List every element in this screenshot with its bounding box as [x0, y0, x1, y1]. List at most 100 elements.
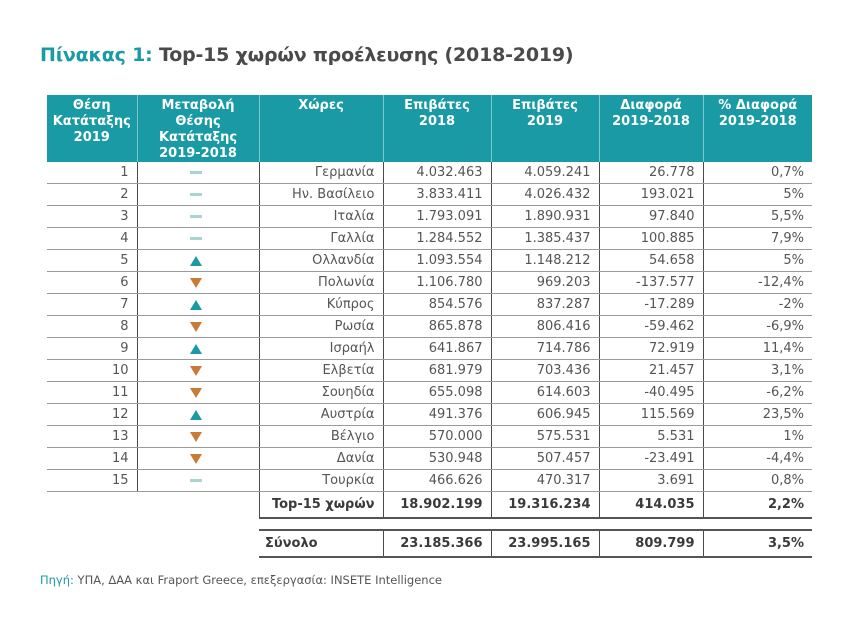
difference-cell: 54.658 — [598, 249, 703, 272]
rank-change-cell — [136, 205, 259, 228]
country-cell: Αυστρία — [258, 403, 383, 426]
difference-cell: 21.457 — [598, 359, 703, 382]
top15-passengers-2018: 18.902.199 — [382, 491, 491, 519]
difference-cell: -23.491 — [598, 447, 703, 470]
pct-difference-cell: 23,5% — [702, 403, 812, 426]
header-row: Θέση Κατάταξης 2019 Μεταβολή Θέσης Κατάταξης… — [47, 95, 812, 162]
spacer-row — [47, 518, 812, 531]
passengers-2018-cell: 1.284.552 — [382, 227, 491, 250]
passengers-2018-cell: 1.106.780 — [382, 271, 491, 294]
table-row: 13 Βέλγιο 570.000 575.531 5.531 1% — [47, 425, 812, 448]
passengers-2019-cell: 714.786 — [490, 337, 599, 360]
dash-icon — [190, 479, 202, 482]
triangle-up-icon — [190, 343, 202, 354]
total-difference: 809.799 — [598, 530, 703, 558]
difference-cell: -40.495 — [598, 381, 703, 404]
rank-change-cell — [136, 359, 259, 382]
header-line: Θέσης Κατάταξης — [158, 114, 238, 145]
spacer-cell — [47, 518, 137, 530]
rank-change-cell — [136, 183, 259, 206]
difference-cell: 97.840 — [598, 205, 703, 228]
triangle-up-icon — [190, 255, 202, 266]
table-row: 8 Ρωσία 865.878 806.416 -59.462 -6,9% — [47, 315, 812, 338]
pct-difference-cell: 3,1% — [702, 359, 812, 382]
table-row: 3 Ιταλία 1.793.091 1.890.931 97.840 5,5% — [47, 205, 812, 228]
table-row: 4 Γαλλία 1.284.552 1.385.437 100.885 7,9% — [47, 227, 812, 250]
triangle-down-icon — [190, 321, 202, 332]
rank-cell: 10 — [47, 359, 137, 382]
table-row: 14 Δανία 530.948 507.457 -23.491 -4,4% — [47, 447, 812, 470]
country-cell: Πολωνία — [258, 271, 383, 294]
passengers-2018-cell: 530.948 — [382, 447, 491, 470]
source-text: ΥΠΑ, ΔΑΑ και Fraport Greece, επεξεργασία… — [73, 573, 442, 587]
passengers-2019-cell: 575.531 — [490, 425, 599, 448]
rank-cell: 8 — [47, 315, 137, 338]
pct-difference-cell: -12,4% — [702, 271, 812, 294]
header-line: 2019-2018 — [612, 114, 690, 129]
rank-cell: 6 — [47, 271, 137, 294]
passengers-2018-cell: 655.098 — [382, 381, 491, 404]
rank-cell: 15 — [47, 469, 137, 492]
passengers-2019-cell: 614.603 — [490, 381, 599, 404]
top15-pct-difference: 2,2% — [702, 491, 812, 519]
difference-cell: 26.778 — [598, 162, 703, 184]
top15-label: Top-15 χωρών — [258, 491, 383, 519]
header-line: Μεταβολή — [161, 98, 235, 113]
table-row: 11 Σουηδία 655.098 614.603 -40.495 -6,2% — [47, 381, 812, 404]
country-cell: Ην. Βασίλειο — [258, 183, 383, 206]
triangle-down-icon — [190, 431, 202, 442]
source-note: Πηγή: ΥΠΑ, ΔΑΑ και Fraport Greece, επεξε… — [40, 573, 442, 587]
table-row: 15 Τουρκία 466.626 470.317 3.691 0,8% — [47, 469, 812, 492]
rank-cell: 9 — [47, 337, 137, 360]
table-number: Πίνακας 1: — [40, 44, 153, 66]
spacer-cell — [491, 518, 599, 531]
total-row: Σύνολο 23.185.366 23.995.165 809.799 3,5% — [47, 530, 812, 558]
passengers-2019-cell: 470.317 — [490, 469, 599, 492]
table-row: 2 Ην. Βασίλειο 3.833.411 4.026.432 193.021 5% — [47, 183, 812, 206]
triangle-down-icon — [190, 387, 202, 398]
pct-difference-cell: 0,7% — [702, 162, 812, 184]
passengers-2019-cell: 969.203 — [490, 271, 599, 294]
difference-cell: 193.021 — [598, 183, 703, 206]
pct-difference-cell: 7,9% — [702, 227, 812, 250]
triangle-up-icon — [190, 299, 202, 310]
rank-cell: 2 — [47, 183, 137, 206]
passengers-2019-cell: 606.945 — [490, 403, 599, 426]
passengers-2019-cell: 1.890.931 — [490, 205, 599, 228]
blank-cell — [137, 492, 259, 519]
difference-cell: -137.577 — [598, 271, 703, 294]
rank-cell: 4 — [47, 227, 137, 250]
passengers-2018-cell: 1.793.091 — [382, 205, 491, 228]
difference-cell: -17.289 — [598, 293, 703, 316]
table-row: 6 Πολωνία 1.106.780 969.203 -137.577 -12,4% — [47, 271, 812, 294]
pct-difference-cell: -2% — [702, 293, 812, 316]
country-cell: Κύπρος — [258, 293, 383, 316]
country-cell: Ελβετία — [258, 359, 383, 382]
country-cell: Ρωσία — [258, 315, 383, 338]
blank-cell — [137, 530, 259, 557]
rank-cell: 1 — [47, 162, 137, 184]
passengers-2019-cell: 1.148.212 — [490, 249, 599, 272]
country-cell: Τουρκία — [258, 469, 383, 492]
blank-cell — [47, 492, 137, 519]
table-row: 1 Γερμανία 4.032.463 4.059.241 26.778 0,7% — [47, 162, 812, 184]
top15-difference: 414.035 — [598, 491, 703, 519]
difference-cell: 72.919 — [598, 337, 703, 360]
rank-cell: 5 — [47, 249, 137, 272]
rank-cell: 3 — [47, 205, 137, 228]
blank-cell — [47, 530, 137, 557]
top15-row: Top-15 χωρών 18.902.199 19.316.234 414.035 2… — [47, 491, 812, 519]
header-line: Επιβάτες — [512, 98, 578, 113]
rank-change-cell — [136, 315, 259, 338]
spacer-cell — [259, 518, 383, 531]
rank-change-cell — [136, 227, 259, 250]
passengers-2018-cell: 491.376 — [382, 403, 491, 426]
triangle-up-icon — [190, 409, 202, 420]
header-line: Διαφορά — [620, 98, 682, 113]
rank-change-cell — [136, 249, 259, 272]
passengers-2019-cell: 507.457 — [490, 447, 599, 470]
passengers-2018-cell: 570.000 — [382, 425, 491, 448]
table-row: 12 Αυστρία 491.376 606.945 115.569 23,5% — [47, 403, 812, 426]
passengers-2019-cell: 806.416 — [490, 315, 599, 338]
header-pct-difference: % Διαφορά 2019-2018 — [702, 95, 812, 162]
